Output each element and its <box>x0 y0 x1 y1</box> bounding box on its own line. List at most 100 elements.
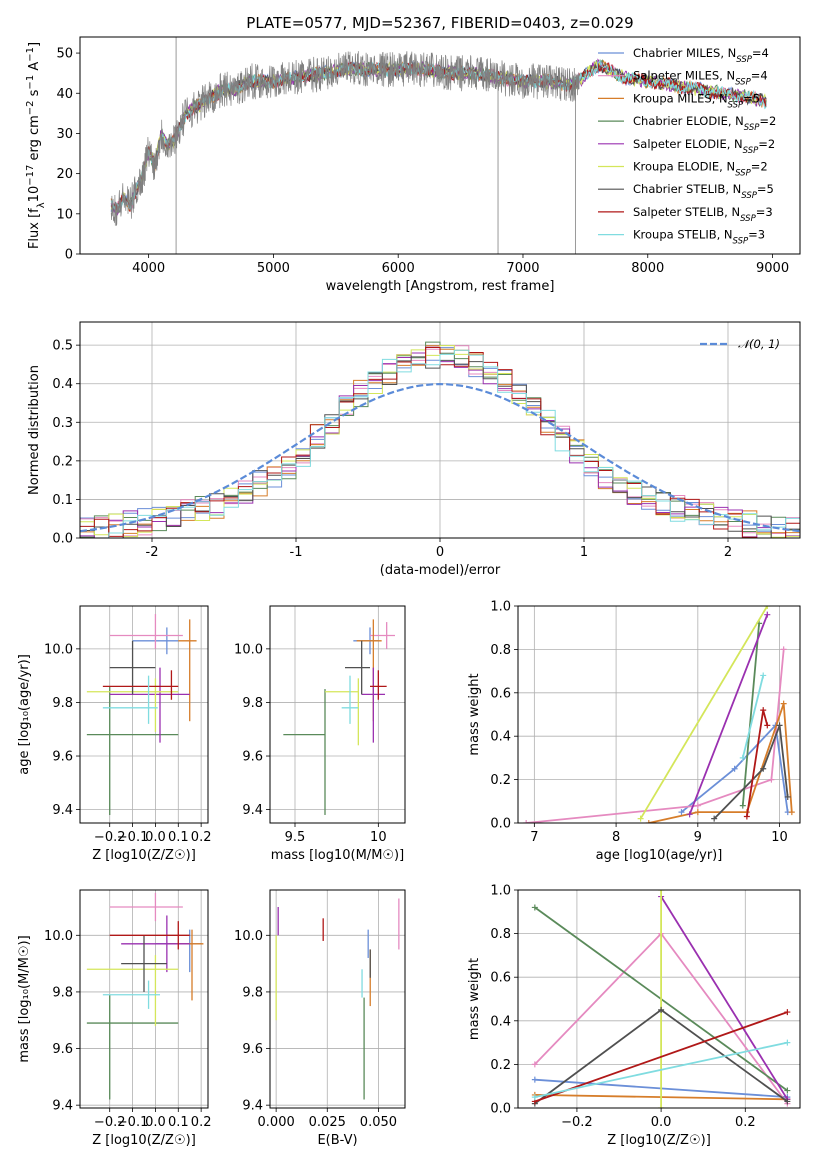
weight-marker <box>523 820 530 823</box>
label-part: −1 <box>25 47 36 62</box>
y-tick-label: 10 <box>56 207 73 222</box>
weight-marker <box>658 890 665 893</box>
weight-line <box>688 614 769 815</box>
y-tick-label: 9.4 <box>242 803 263 818</box>
y-tick-label: 0.4 <box>490 1014 511 1029</box>
label-part: A <box>27 62 42 75</box>
y-axis-label: mass weight <box>467 673 482 755</box>
weight-line <box>534 1011 788 1103</box>
legend-label: Kroupa STELIB, NSSP=3 <box>633 228 765 247</box>
y-tick-label: 0.4 <box>490 730 511 745</box>
y-tick-label: 0.6 <box>490 686 511 701</box>
legend-label: Salpeter STELIB, NSSP=3 <box>633 205 773 224</box>
x-tick-label: 0.000 <box>258 1115 295 1130</box>
label-part: −1 <box>25 75 36 90</box>
weight-marker <box>764 611 771 618</box>
y-tick-label: 9.6 <box>52 750 73 765</box>
y-tick-label: 0.8 <box>490 643 511 658</box>
legend-subscript: SSP <box>735 169 751 179</box>
x-tick-label: 5000 <box>257 261 290 276</box>
y-tick-label: 9.4 <box>52 1099 73 1114</box>
y-tick-label: 0.2 <box>490 1058 511 1073</box>
weight-marker <box>780 646 787 653</box>
y-tick-label: 0.0 <box>490 1102 511 1117</box>
y-tick-label: 10.0 <box>44 642 73 657</box>
legend-text: Kroupa MILES, N <box>633 91 728 105</box>
panel-age_vs_mass: 9.5 10 9.4 9.6 9.8 10.0 mass [log10(M/M☉)] <box>234 605 406 863</box>
x-tick-label: 0 <box>436 545 444 560</box>
x-tick-label: 9.5 <box>285 830 306 845</box>
x-tick-label: −0.1 <box>117 1115 149 1130</box>
legend-text: Chabrier ELODIE, N <box>633 114 744 128</box>
y-tick-label: 9.8 <box>242 985 263 1000</box>
x-tick-label: 10 <box>771 830 788 845</box>
weight-marker <box>780 700 787 707</box>
axes-frame <box>79 36 801 255</box>
x-axis-label: Z [log10(Z/Z☉)] <box>92 1133 196 1148</box>
x-tick-label: 2 <box>724 545 732 560</box>
plot-area <box>283 619 395 815</box>
grid <box>270 606 405 823</box>
y-axis-label: mass weight <box>467 958 482 1040</box>
plot-area <box>86 614 197 815</box>
weight-marker <box>531 1076 538 1083</box>
label-part: −17 <box>25 165 36 186</box>
x-axis-label: Z [log10(Z/Z☉)] <box>92 848 196 863</box>
x-tick-label: −0.2 <box>94 1115 126 1130</box>
x-axis-label: wavelength [Angstrom, rest frame] <box>326 279 555 294</box>
panel-residuals: -2 -1 0 1 2 0.0 0.1 0.2 0.3 0.4 0.5 (data-model)/er… <box>52 321 801 578</box>
x-tick-label: 0.1 <box>168 830 189 845</box>
y-tick-label: 0.4 <box>52 377 73 392</box>
weight-line <box>713 725 789 820</box>
x-tick-label: −0.2 <box>94 830 126 845</box>
weight-line <box>526 649 785 823</box>
weight-marker <box>686 811 693 818</box>
y-axis-label: age [log₁₀(age/yr)] <box>17 654 32 775</box>
x-tick-label: 8 <box>612 830 620 845</box>
legend-label: Chabrier STELIB, NSSP=5 <box>633 182 774 201</box>
plot-area <box>110 37 767 254</box>
y-tick-label: 0.6 <box>490 971 511 986</box>
weight-marker <box>739 802 746 809</box>
plot-area <box>86 892 204 1100</box>
x-tick-label: 7000 <box>506 261 539 276</box>
y-axis-label: Normed distribution <box>27 365 42 495</box>
y-tick-label: 30 <box>56 127 73 142</box>
legend-value: =2 <box>759 114 776 128</box>
legend-text: Chabrier STELIB, N <box>633 182 741 196</box>
x-axis-label: age [log10(age/yr)] <box>596 848 723 863</box>
y-tick-label: 0.1 <box>52 493 73 508</box>
weight-marker <box>694 809 701 816</box>
legend-text: Salpeter MILES, N <box>633 69 735 83</box>
y-tick-label: 0.0 <box>52 532 73 547</box>
grid <box>270 890 405 1108</box>
legend-subscript: SSP <box>733 237 749 247</box>
legend-text: Kroupa ELODIE, N <box>633 160 735 174</box>
legend-subscript: SSP <box>744 123 760 133</box>
y-tick-label: 9.6 <box>242 750 263 765</box>
y-tick-label: 0.2 <box>52 454 73 469</box>
legend-value: =5 <box>757 182 774 196</box>
plot-area <box>531 890 791 1108</box>
weight-marker <box>743 813 750 820</box>
label-part: 10 <box>27 186 42 203</box>
y-tick-label: 0.8 <box>490 927 511 942</box>
x-tick-label: 0.0 <box>145 830 166 845</box>
weight-marker <box>658 1006 665 1013</box>
x-tick-label: -1 <box>290 545 303 560</box>
y-tick-label: 0.3 <box>52 416 73 431</box>
weight-marker <box>784 1039 791 1046</box>
x-axis-label: E(B-V) <box>317 1133 357 1148</box>
label-part: erg cm <box>27 115 42 164</box>
y-tick-label: 40 <box>56 87 73 102</box>
legend-value: =3 <box>748 228 765 242</box>
x-tick-label: −0.2 <box>561 1115 593 1130</box>
x-axis-label: (data-model)/error <box>380 563 501 578</box>
plot-area <box>523 606 795 823</box>
weight-marker <box>764 606 771 609</box>
label-part: s <box>27 89 42 100</box>
panel-spectrum: 4000 5000 6000 7000 8000 9000 0 10 20 30 40 50 wavel… <box>56 36 801 294</box>
y-axis-label: Flux [fλ10−17 erg cm−2 s−1 A−1] <box>25 42 47 249</box>
